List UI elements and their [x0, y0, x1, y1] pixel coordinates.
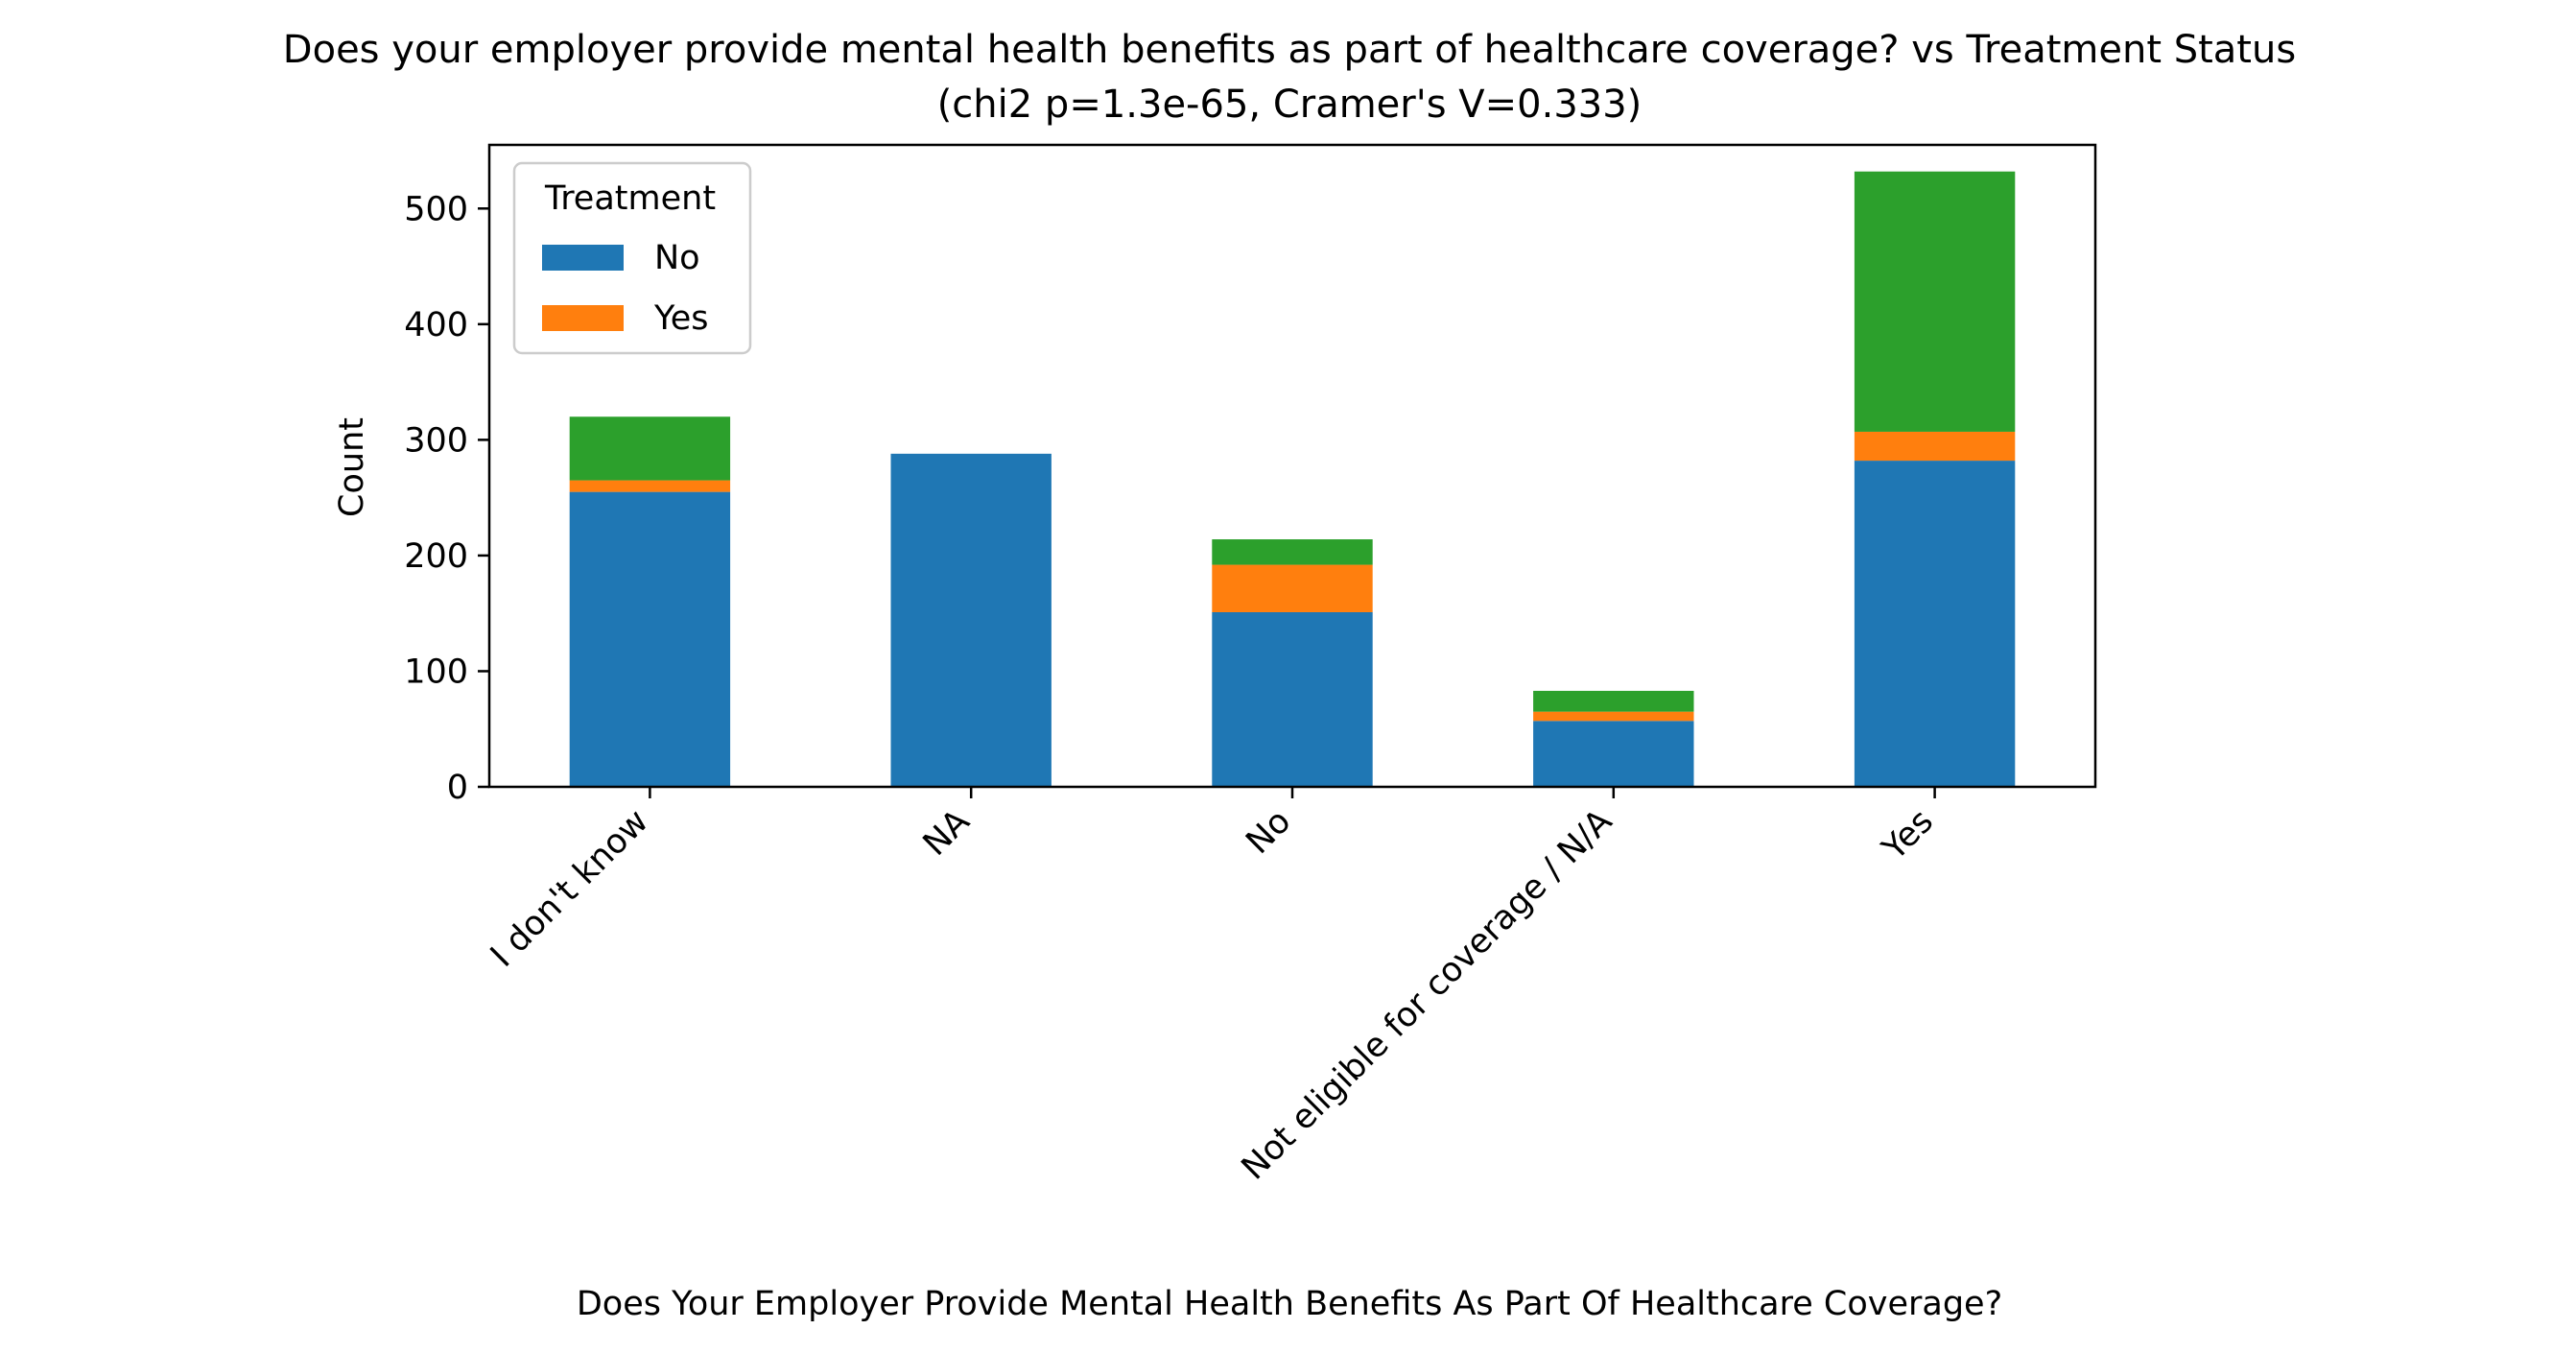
y-axis-label: Count: [333, 417, 371, 517]
legend-label-no: No: [654, 239, 700, 277]
bar-na-series-0: [890, 453, 1052, 787]
y-tick-label-100: 100: [404, 653, 468, 691]
y-axis: 0 100 200 300 400 500: [404, 190, 489, 807]
bar-yes-series-0: [1854, 461, 2016, 787]
bar-i-don-t-know-series-0: [569, 491, 731, 787]
bar-no-series-0: [1212, 611, 1373, 787]
chart-title: Does your employer provide mental health…: [283, 28, 2296, 72]
y-tick-label-0: 0: [447, 769, 468, 807]
y-tick-label-400: 400: [404, 306, 468, 344]
bar-not-eligible-for-coverage-n-a-series-2: [1533, 690, 1694, 712]
bar-not-eligible-for-coverage-n-a-series-0: [1533, 721, 1694, 787]
bar-no-series-2: [1212, 539, 1373, 565]
bars-layer: [569, 171, 2016, 787]
bar-yes-series-1: [1854, 431, 2016, 462]
plot-frame: [487, 143, 2097, 789]
y-tick-label-300: 300: [404, 421, 468, 460]
bar-yes-series-2: [1854, 171, 2016, 432]
y-tick-label-200: 200: [404, 537, 468, 576]
bar-not-eligible-for-coverage-n-a-series-1: [1533, 711, 1694, 722]
x-axis-label: Does Your Employer Provide Mental Health…: [577, 1285, 2002, 1323]
legend[interactable]: Treatment No Yes: [512, 161, 752, 355]
bar-no-series-1: [1212, 564, 1373, 612]
bar-i-don-t-know-series-1: [569, 480, 731, 492]
legend-label-yes: Yes: [653, 299, 709, 338]
bar-i-don-t-know-series-2: [569, 416, 731, 481]
legend-swatch-yes: [542, 305, 624, 331]
chart-subtitle: (chi2 p=1.3e-65, Cramer's V=0.333): [937, 83, 1642, 127]
legend-title: Treatment: [544, 179, 716, 218]
y-tick-label-500: 500: [404, 190, 468, 228]
legend-swatch-no: [542, 245, 624, 271]
